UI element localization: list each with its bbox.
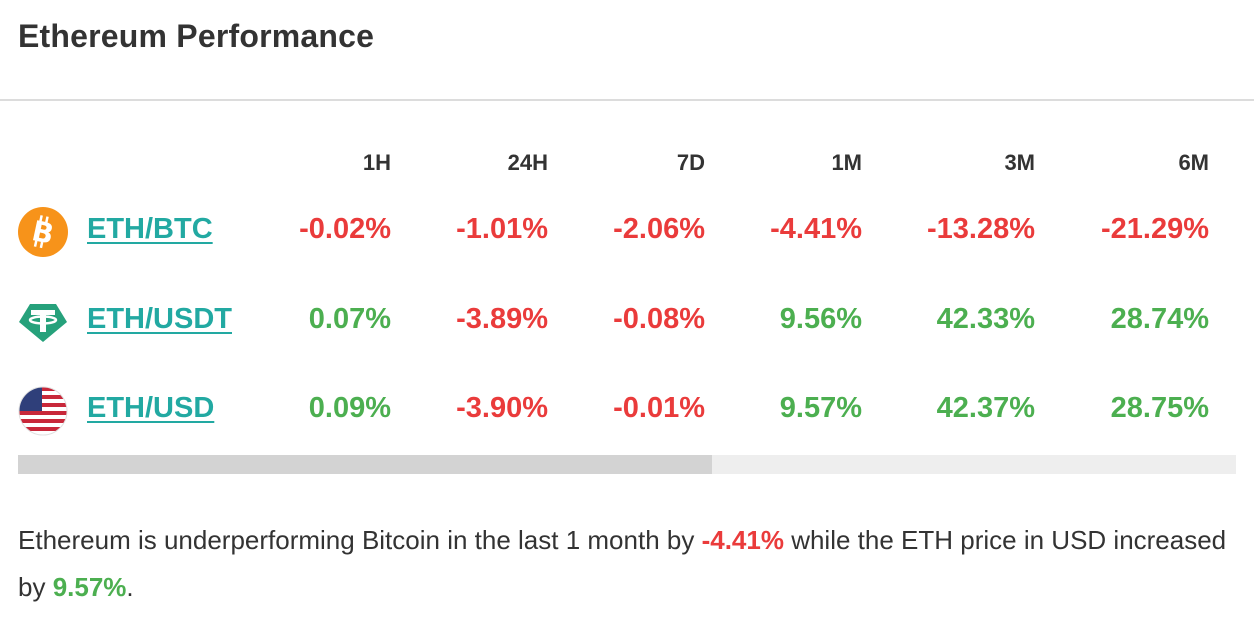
summary-text-2: while the ETH price in USD increased by <box>18 525 1227 602</box>
cell-eth-usd-6m: 28.75% <box>1110 392 1209 424</box>
us-flag-icon <box>18 386 68 436</box>
cell-eth-usd-24h: -3.90% <box>456 392 548 424</box>
cell-eth-usdt-1m: 9.56% <box>779 303 862 335</box>
cell-eth-usdt-3m: 42.33% <box>936 303 1035 335</box>
pair-link-eth-usdt[interactable]: ETH/USDT <box>87 303 232 335</box>
header-divider <box>0 99 1254 101</box>
scrollbar-thumb[interactable] <box>18 455 713 474</box>
pair-link-eth-btc[interactable]: ETH/BTC <box>87 213 213 245</box>
cell-eth-btc-6m: -21.29% <box>1100 213 1209 245</box>
column-header-7d: 7D <box>676 150 705 175</box>
cell-eth-btc-24h: -1.01% <box>456 213 548 245</box>
summary-btc-change: -4.41% <box>701 525 784 555</box>
tether-icon <box>19 304 67 342</box>
cell-eth-usd-1h: 0.09% <box>308 392 391 424</box>
cell-eth-usdt-1h: 0.07% <box>308 303 391 335</box>
cell-eth-btc-1h: -0.02% <box>299 213 391 245</box>
cell-eth-usd-7d: -0.01% <box>613 392 705 424</box>
cell-eth-btc-3m: -13.28% <box>926 213 1035 245</box>
cell-eth-btc-7d: -2.06% <box>613 213 705 245</box>
cell-eth-btc-1m: -4.41% <box>770 213 862 245</box>
summary-usd-change: 9.57% <box>52 572 127 602</box>
cell-eth-usd-1m: 9.57% <box>779 392 862 424</box>
cell-eth-usd-3m: 42.37% <box>936 392 1035 424</box>
column-header-1m: 1M <box>831 150 862 175</box>
horizontal-scrollbar[interactable] <box>18 455 1236 474</box>
column-header-1h: 1H <box>362 150 391 175</box>
cell-eth-usdt-6m: 28.74% <box>1110 303 1209 335</box>
cell-eth-usdt-24h: -3.89% <box>456 303 548 335</box>
bitcoin-icon: B <box>18 207 68 257</box>
page-title: Ethereum Performance <box>18 18 375 54</box>
column-header-24h: 24H <box>507 150 548 175</box>
summary-text-3: . <box>126 572 134 602</box>
column-header-6m: 6M <box>1178 150 1209 175</box>
summary-text-1: Ethereum is underperforming Bitcoin in t… <box>18 525 702 555</box>
cell-eth-usdt-7d: -0.08% <box>613 303 705 335</box>
performance-summary: Ethereum is underperforming Bitcoin in t… <box>18 517 1238 611</box>
column-header-3m: 3M <box>1004 150 1035 175</box>
pair-link-eth-usd[interactable]: ETH/USD <box>87 392 215 424</box>
